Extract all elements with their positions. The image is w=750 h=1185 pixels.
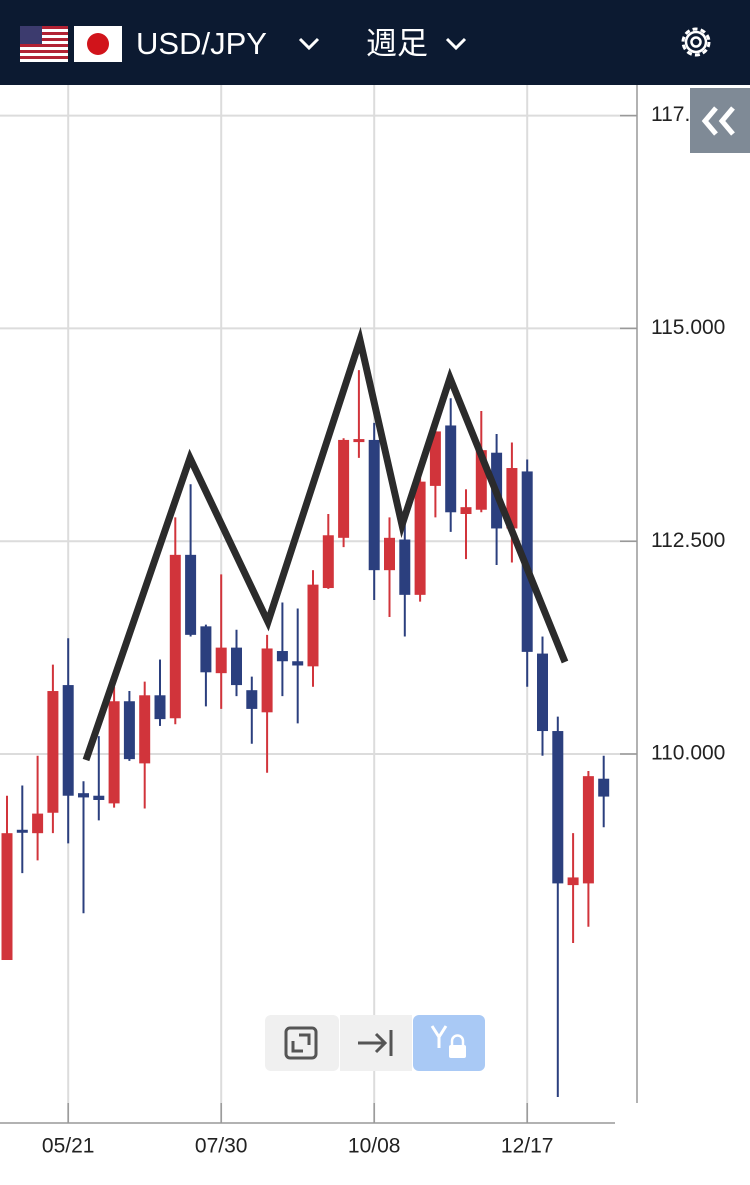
candles [1,370,610,1098]
candle-body [552,731,564,884]
jp-flag [74,26,122,62]
candle-body [460,507,472,514]
fit-icon [291,1041,303,1053]
candle-body [292,661,304,666]
grid [0,85,637,1123]
candle-body [1,833,13,961]
y-tick-label: 112.500 [651,529,725,552]
header-bar: USD/JPY 週足 [20,26,711,62]
us-flag [20,26,68,62]
candle-body [231,647,242,686]
candle-body [62,685,74,796]
candle-body [139,695,151,764]
currency-pair[interactable]: USD/JPY [136,26,267,61]
candle-body [506,468,518,529]
fit-icon [299,1033,311,1045]
candle-body [185,554,197,635]
y-lock-icon [450,1034,465,1045]
header: USD/JPY 週足 [0,0,750,85]
fit-button[interactable] [265,1015,339,1071]
candle-body [47,691,59,813]
y-lock-button[interactable] [413,1015,485,1071]
candle-body [537,653,548,732]
pair-dropdown-icon[interactable] [298,37,320,51]
fit-icon [284,1026,318,1060]
x-tick-label: 10/08 [348,1135,401,1158]
candle-body [16,829,28,833]
timeframe[interactable]: 週足 [366,26,428,61]
candle-body [384,537,395,571]
collapse-icon [701,106,718,136]
pattern-drawing [82,326,569,762]
collapse-button[interactable] [690,88,750,153]
candle-body [475,450,487,510]
candle-body [307,584,319,667]
candle-body [93,795,105,800]
candle-body [353,439,365,443]
candle-body [368,439,380,571]
x-tick-label: 12/17 [501,1135,554,1158]
candle-body [399,539,411,595]
candle-body [108,701,120,804]
candle-body [169,554,181,719]
scroll-end-icon [374,1032,388,1054]
candle-body [215,647,227,674]
candle-body [261,648,273,713]
candle-body [414,481,426,595]
y-tick-label: 110.000 [651,742,725,765]
candle-body [598,778,610,797]
candle-body [200,626,212,673]
y-lock-icon [449,1045,466,1058]
timeframe-dropdown-icon[interactable] [445,37,467,51]
candle-body [276,651,288,662]
candle-body [582,776,594,884]
candle-body [32,813,44,834]
candle-body [322,535,334,589]
y-tick-label: 115.000 [651,316,725,339]
chart-toolbar [265,1015,485,1071]
collapse-icon [718,106,735,136]
candle-body [445,425,457,513]
candle-body [246,690,258,709]
x-tick-label: 05/21 [42,1135,95,1158]
candle-body [154,695,166,720]
candle-body [78,793,89,798]
candle-body [429,431,441,486]
candle-body [338,439,350,538]
candle-body [567,877,579,886]
settings-icon[interactable] [681,27,711,57]
x-tick-label: 07/30 [195,1135,248,1158]
candle-body [123,701,135,760]
